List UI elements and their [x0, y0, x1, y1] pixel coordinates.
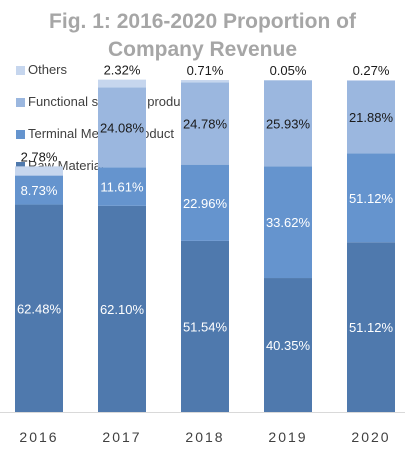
- x-tick-label-2017: 2017: [102, 429, 141, 445]
- bar-raw-material-2017: [98, 205, 146, 412]
- data-label-terminal-medical-product-2018: 22.96%: [183, 196, 228, 211]
- data-label-others-2018: 0.71%: [187, 63, 224, 78]
- bar-others-2020: [347, 80, 395, 81]
- data-label-raw-material-2019: 40.35%: [266, 338, 311, 353]
- bar-terminal-medical-product-2019: [264, 166, 312, 279]
- bar-others-2018: [181, 80, 229, 83]
- data-label-others-2016: 2.78%: [21, 149, 58, 164]
- bar-terminal-medical-product-2018: [181, 164, 229, 241]
- data-label-functional-skin-care-products-2017: 24.08%: [100, 120, 145, 135]
- chart-title: Fig. 1: 2016-2020 Proportion of Company …: [0, 8, 405, 64]
- x-tick-label-2016: 2016: [19, 429, 58, 445]
- data-label-raw-material-2020: 51.12%: [349, 320, 394, 335]
- bar-raw-material-2018: [181, 240, 229, 412]
- data-label-others-2020: 0.27%: [353, 63, 390, 78]
- bar-functional-skin-care-products-2019: [264, 80, 312, 167]
- chart-title-line-2: Company Revenue: [107, 38, 298, 61]
- data-label-raw-material-2017: 62.10%: [100, 302, 145, 317]
- bar-terminal-medical-product-2017: [98, 167, 146, 206]
- data-label-terminal-medical-product-2017: 11.61%: [100, 180, 144, 195]
- x-tick-label-2020: 2020: [351, 429, 390, 445]
- bar-terminal-medical-product-2020: [347, 153, 395, 243]
- data-label-others-2017: 2.32%: [104, 63, 141, 78]
- x-tick-label-2019: 2019: [268, 429, 307, 445]
- data-label-others-2019: 0.05%: [270, 63, 307, 78]
- legend-label-others: Others: [28, 62, 68, 77]
- legend-swatch-functional-skin-care: [16, 98, 25, 107]
- bar-functional-skin-care-products-2018: [181, 82, 229, 165]
- data-label-functional-skin-care-products-2019: 25.93%: [266, 116, 311, 131]
- bar-functional-skin-care-products-2017: [98, 87, 146, 168]
- legend-swatch-others: [16, 66, 25, 75]
- data-label-terminal-medical-product-2019: 33.62%: [266, 215, 311, 230]
- bar-functional-skin-care-products-2020: [347, 80, 395, 154]
- legend-swatch-terminal-medical: [16, 130, 25, 139]
- bar-raw-material-2020: [347, 242, 395, 412]
- chart-title-line-1: Fig. 1: 2016-2020 Proportion of: [49, 10, 356, 33]
- data-label-functional-skin-care-products-2020: 21.88%: [349, 110, 394, 125]
- bar-terminal-medical-product-2016: [15, 175, 63, 205]
- data-label-raw-material-2018: 51.54%: [183, 319, 228, 334]
- data-label-raw-material-2016: 62.48%: [17, 301, 62, 316]
- x-tick-label-2018: 2018: [185, 429, 224, 445]
- data-label-terminal-medical-product-2016: 8.73%: [21, 183, 58, 198]
- bar-others-2016: [15, 166, 63, 176]
- bar-raw-material-2019: [264, 278, 312, 412]
- data-label-terminal-medical-product-2020: 51.12%: [349, 191, 394, 206]
- bar-others-2017: [98, 79, 146, 88]
- bar-raw-material-2016: [15, 204, 63, 412]
- data-label-functional-skin-care-products-2018: 24.78%: [183, 117, 228, 132]
